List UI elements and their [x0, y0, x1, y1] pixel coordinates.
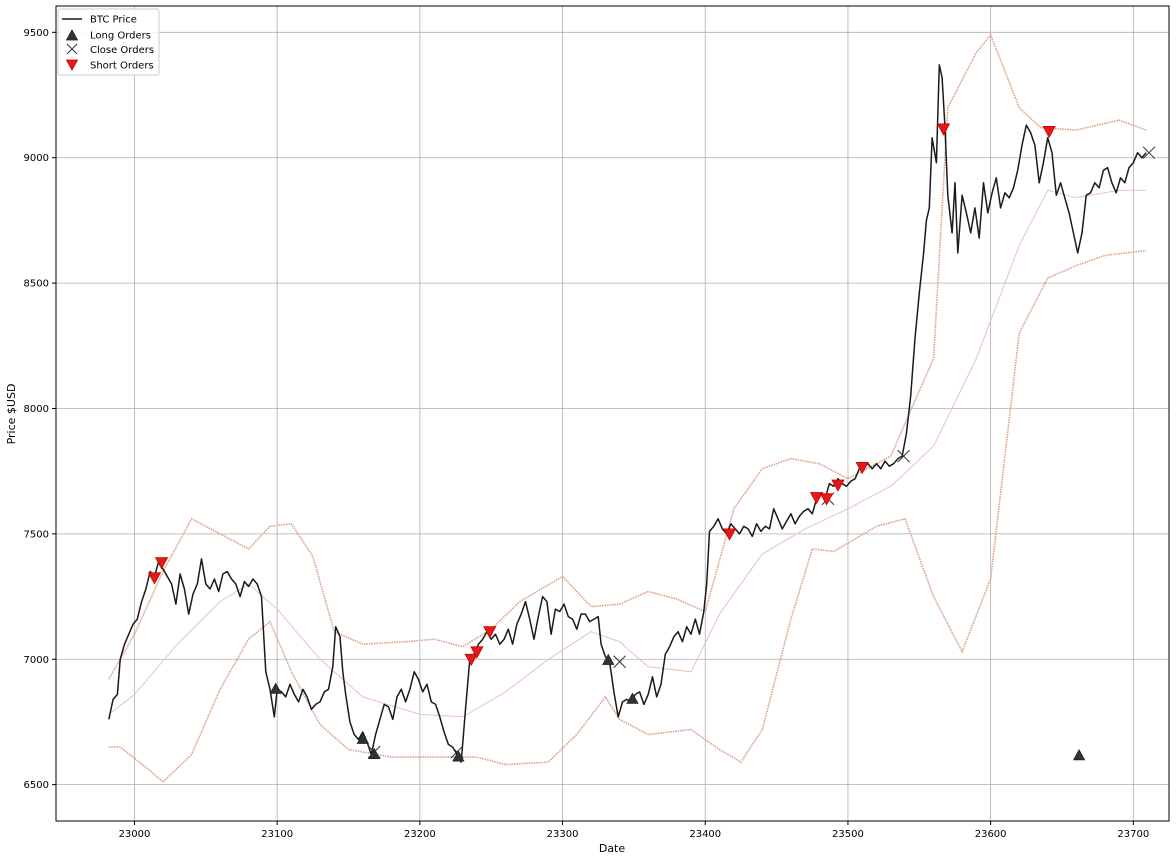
y-tick-label: 6500	[24, 780, 49, 791]
long-order-marker	[356, 732, 369, 744]
x-tick-label: 23700	[1117, 829, 1149, 840]
short-order-marker	[855, 462, 869, 475]
band-lower-line	[108, 249, 1147, 784]
x-axis-label: Date	[599, 842, 626, 855]
legend: BTC Price Long Orders Close Orders Short…	[57, 8, 160, 76]
legend-label-price: BTC Price	[90, 15, 137, 26]
x-tick-label: 23500	[832, 829, 864, 840]
short-order-marker	[464, 653, 478, 667]
y-tick-label: 7000	[24, 655, 49, 666]
close-order-marker	[1142, 146, 1156, 160]
x-tick-label: 23400	[689, 829, 721, 840]
short-order-marker	[936, 123, 951, 136]
legend-label-short: Short Orders	[90, 61, 154, 72]
y-tick-label: 8000	[24, 404, 49, 415]
x-tick-label: 23200	[404, 829, 436, 840]
short-order-marker	[147, 572, 162, 585]
band-mid-line	[108, 189, 1147, 718]
short-order-marker	[470, 646, 484, 659]
close-order-marker	[897, 449, 910, 463]
short-order-marker	[154, 557, 169, 570]
legend-triangle-down-icon	[65, 59, 79, 71]
grid-lines	[56, 6, 1169, 821]
legend-x-icon	[66, 43, 78, 55]
legend-box	[57, 8, 160, 76]
band-upper-line	[108, 33, 1147, 680]
short-order-marker	[809, 492, 824, 505]
y-axis-label: Price $USD	[5, 384, 18, 445]
long-order-marker	[602, 653, 615, 665]
long-order-marker	[626, 692, 639, 704]
long-order-marker	[368, 747, 381, 759]
bollinger-bands	[108, 33, 1147, 784]
long-order-marker	[269, 682, 282, 694]
order-markers	[147, 123, 1156, 762]
short-order-marker	[1042, 125, 1056, 139]
short-order-marker	[819, 493, 834, 506]
close-order-marker	[613, 655, 626, 669]
short-order-marker	[831, 479, 845, 492]
short-order-marker	[722, 528, 737, 541]
short-order-marker	[483, 626, 497, 639]
legend-label-close: Close Orders	[90, 45, 154, 56]
x-tick-label: 23600	[975, 829, 1007, 840]
legend-label-long: Long Orders	[90, 31, 151, 42]
y-tick-label: 9000	[24, 153, 49, 164]
x-tick-label: 23100	[261, 829, 293, 840]
x-tick-label: 23000	[119, 829, 151, 840]
close-order-marker	[367, 745, 381, 759]
y-tick-label: 9500	[24, 28, 49, 39]
legend-triangle-up-icon	[65, 29, 79, 41]
close-order-marker	[450, 745, 464, 759]
long-order-marker	[1072, 748, 1086, 761]
x-tick-label: 23300	[547, 829, 579, 840]
plot-frame	[55, 5, 1170, 822]
y-tick-label: 8500	[24, 279, 49, 290]
axis-ticks: 23000 23100 23200 23300 23400 23500 23600 23700…	[24, 28, 1150, 840]
y-tick-label: 7500	[24, 529, 49, 540]
